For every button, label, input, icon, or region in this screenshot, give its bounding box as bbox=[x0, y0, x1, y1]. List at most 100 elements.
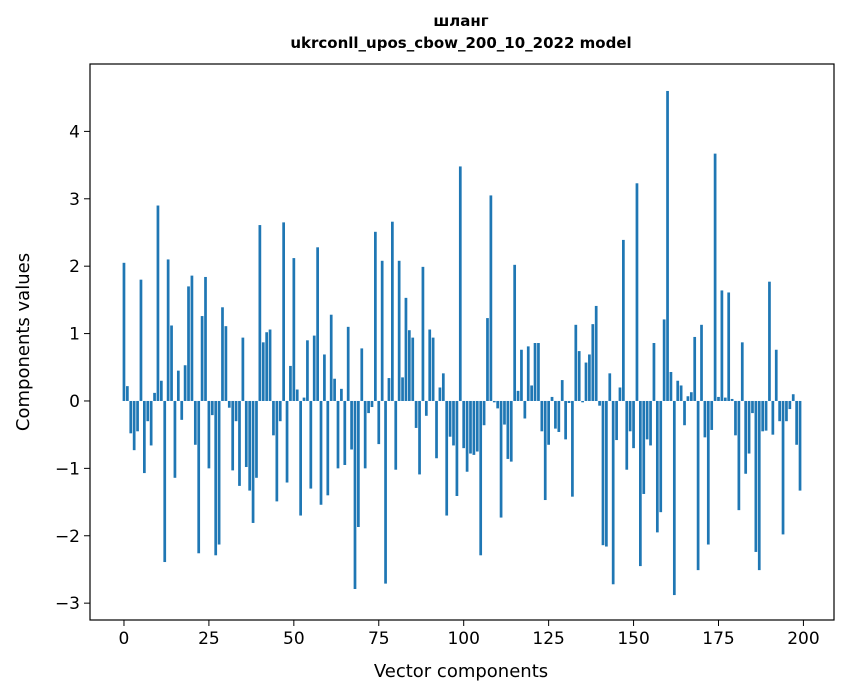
bar bbox=[350, 400, 353, 450]
bar bbox=[761, 400, 765, 432]
bar bbox=[659, 400, 663, 513]
bar bbox=[700, 324, 703, 401]
x-tick-label: 150 bbox=[617, 629, 649, 649]
bar bbox=[153, 392, 156, 401]
bar bbox=[625, 400, 629, 470]
bar bbox=[159, 380, 163, 401]
bar bbox=[268, 329, 272, 401]
y-tick-label: −2 bbox=[55, 527, 80, 547]
bar bbox=[560, 380, 564, 401]
bar bbox=[754, 400, 758, 552]
bar bbox=[458, 166, 462, 401]
bar bbox=[275, 400, 279, 502]
bar bbox=[217, 400, 221, 545]
bar bbox=[452, 400, 455, 446]
bar bbox=[231, 400, 235, 471]
bar bbox=[706, 400, 710, 545]
bar bbox=[571, 400, 574, 497]
y-tick-label: 4 bbox=[69, 122, 80, 142]
bar bbox=[441, 373, 445, 401]
bar bbox=[655, 400, 659, 533]
y-axis-ticks: −3 −2 −1 0 1 2 3 4 bbox=[55, 122, 90, 614]
bar bbox=[757, 400, 761, 571]
bar bbox=[557, 400, 561, 432]
bar bbox=[122, 262, 126, 401]
bar bbox=[411, 337, 415, 401]
bar bbox=[255, 400, 258, 478]
bar bbox=[530, 385, 533, 401]
bar bbox=[662, 319, 666, 401]
bar bbox=[588, 354, 591, 401]
bar bbox=[492, 400, 496, 403]
bar bbox=[438, 387, 442, 401]
bar bbox=[751, 400, 754, 414]
bar bbox=[533, 343, 537, 401]
bar bbox=[340, 388, 343, 401]
bar bbox=[486, 318, 489, 401]
bar bbox=[689, 392, 693, 401]
bar bbox=[163, 400, 167, 563]
bar bbox=[261, 342, 265, 401]
bar bbox=[771, 400, 775, 435]
bar bbox=[598, 400, 601, 406]
bar bbox=[768, 281, 771, 401]
bar bbox=[645, 400, 649, 440]
bar bbox=[581, 400, 584, 403]
x-tick-label: 125 bbox=[532, 629, 564, 649]
y-tick-label: 0 bbox=[69, 392, 80, 412]
bar bbox=[143, 400, 146, 474]
bar bbox=[567, 400, 571, 403]
bar bbox=[639, 400, 642, 567]
bar bbox=[136, 400, 139, 432]
bar bbox=[187, 286, 190, 401]
bar bbox=[547, 400, 550, 445]
bar bbox=[479, 400, 483, 556]
x-tick-label: 200 bbox=[787, 629, 819, 649]
bar bbox=[241, 337, 245, 401]
bar bbox=[234, 400, 238, 422]
x-axis-ticks: 0 25 50 75 100 125 150 175 200 bbox=[119, 620, 820, 649]
bar bbox=[132, 400, 136, 451]
bar bbox=[496, 400, 500, 409]
bar bbox=[482, 400, 486, 426]
bar bbox=[292, 258, 296, 401]
bar bbox=[703, 400, 707, 438]
x-tick-label: 75 bbox=[368, 629, 390, 649]
bar bbox=[221, 307, 224, 401]
bar bbox=[384, 400, 387, 584]
bar bbox=[774, 349, 778, 401]
bar bbox=[778, 400, 781, 422]
bar bbox=[720, 290, 724, 401]
bar bbox=[686, 396, 690, 401]
bar bbox=[632, 400, 635, 449]
bar bbox=[713, 153, 717, 401]
bar bbox=[149, 400, 153, 446]
bar bbox=[316, 247, 319, 401]
bar bbox=[431, 337, 435, 401]
bar bbox=[601, 400, 605, 546]
bar bbox=[788, 400, 792, 410]
bar bbox=[683, 400, 686, 426]
x-tick-label: 50 bbox=[283, 629, 305, 649]
x-tick-label: 0 bbox=[119, 629, 130, 649]
bar bbox=[475, 400, 479, 452]
bar bbox=[278, 400, 282, 422]
bar bbox=[608, 373, 612, 401]
bar bbox=[126, 386, 129, 401]
bar bbox=[737, 400, 741, 511]
bar bbox=[353, 400, 357, 589]
bar bbox=[329, 314, 333, 401]
bar bbox=[357, 400, 360, 527]
y-tick-label: −1 bbox=[55, 459, 80, 479]
bar bbox=[615, 400, 618, 441]
bar bbox=[785, 400, 788, 422]
bar bbox=[669, 371, 673, 401]
bar bbox=[696, 400, 700, 571]
bar bbox=[343, 400, 347, 465]
x-tick-label: 100 bbox=[447, 629, 479, 649]
bar bbox=[173, 400, 177, 478]
bar bbox=[499, 400, 503, 518]
bar bbox=[506, 400, 510, 459]
bar bbox=[377, 400, 381, 445]
bar bbox=[795, 400, 798, 445]
